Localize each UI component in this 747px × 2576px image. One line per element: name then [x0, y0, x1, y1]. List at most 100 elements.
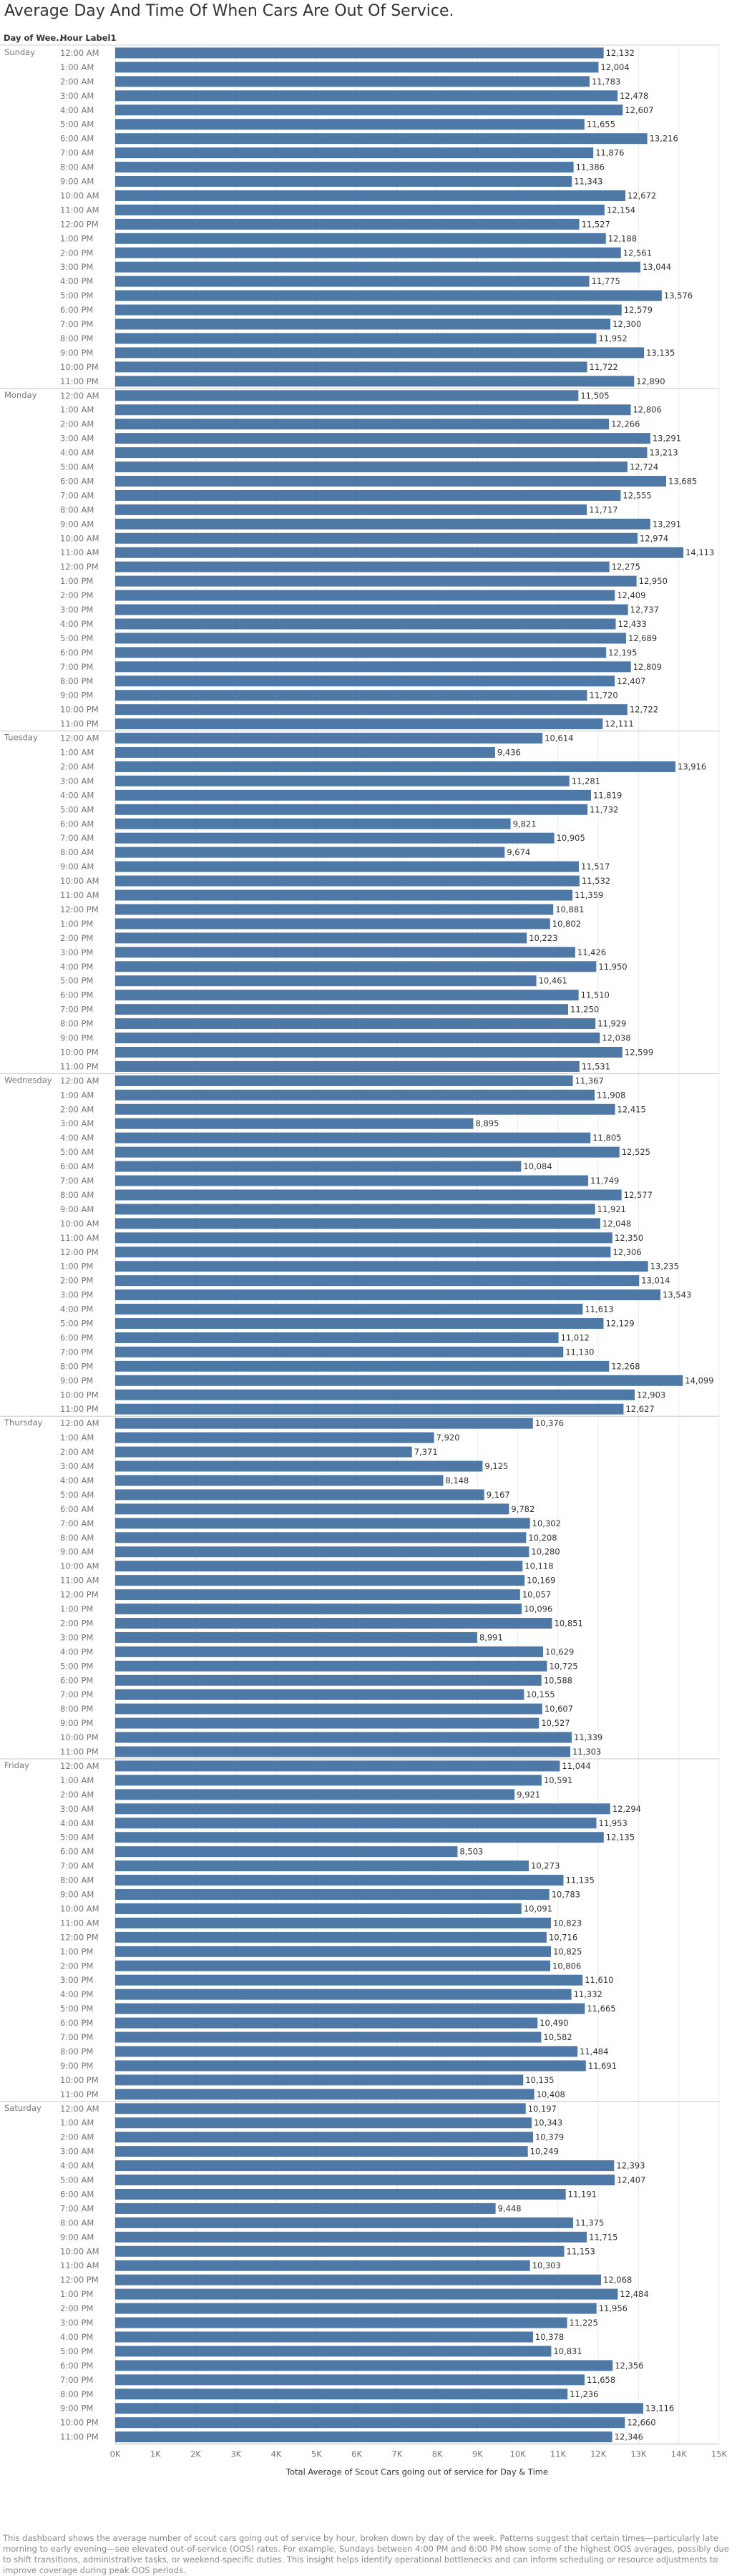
bar-monday: [115, 590, 615, 601]
hour-label: 5:00 AM: [60, 462, 94, 472]
bar-thursday: [115, 1475, 444, 1486]
bar-wednesday: [115, 1332, 559, 1343]
x-tick-label: 3K: [230, 2449, 241, 2459]
bar-value-label: 10,629: [545, 1646, 574, 1657]
bar-wednesday: [115, 1146, 620, 1158]
bar-tuesday: [115, 975, 537, 987]
hour-label: 3:00 PM: [60, 1290, 93, 1300]
bar-value-label: 10,197: [528, 2104, 557, 2114]
page-title: Average Day And Time Of When Cars Are Ou…: [4, 2, 454, 20]
bar-tuesday: [115, 832, 555, 844]
bar-wednesday: [115, 1218, 600, 1229]
bar-value-label: 10,169: [527, 1576, 555, 1586]
bar-value-label: 11,426: [577, 947, 606, 957]
bar-sunday: [115, 133, 648, 145]
bar-monday: [115, 504, 587, 515]
bar-value-label: 10,379: [535, 2132, 564, 2142]
hour-label: 9:00 AM: [60, 1547, 94, 1557]
bar-value-label: 12,561: [623, 248, 652, 258]
bar-friday: [115, 1832, 604, 1843]
bar-value-label: 12,903: [637, 1390, 665, 1400]
hour-label: 5:00 PM: [60, 976, 93, 986]
bar-value-label: 11,876: [595, 148, 624, 158]
hour-label: 8:00 AM: [60, 2218, 94, 2228]
hour-label: 6:00 PM: [60, 2361, 93, 2371]
bar-friday: [115, 2003, 585, 2014]
bar-saturday: [115, 2245, 565, 2257]
bar-sunday: [115, 261, 640, 273]
hour-label: 8:00 PM: [60, 2046, 93, 2057]
bar-saturday: [115, 2217, 574, 2228]
hour-label: 11:00 AM: [60, 205, 99, 215]
hour-label: 9:00 AM: [60, 519, 94, 529]
hour-label: 1:00 AM: [60, 62, 94, 72]
bar-thursday: [115, 1432, 434, 1443]
bar-sunday: [115, 247, 621, 258]
bar-monday: [115, 575, 637, 587]
hour-label: 6:00 PM: [60, 305, 93, 315]
hour-label: 12:00 PM: [60, 904, 99, 914]
bar-value-label: 10,881: [555, 904, 584, 914]
bar-tuesday: [115, 1046, 622, 1058]
bar-value-label: 10,096: [524, 1604, 552, 1614]
bar-thursday: [115, 1732, 572, 1743]
bar-value-label: 12,275: [612, 562, 640, 572]
bar-value-label: 9,921: [517, 1790, 540, 1800]
hour-label: 4:00 PM: [60, 276, 93, 286]
hour-label: 4:00 PM: [60, 619, 93, 629]
bar-value-label: 10,249: [530, 2147, 559, 2157]
hour-label: 4:00 AM: [60, 1133, 94, 1143]
bar-value-label: 10,155: [526, 1689, 555, 1699]
bar-value-label: 12,048: [602, 1219, 631, 1229]
hour-label: 9:00 PM: [60, 2061, 93, 2071]
day-label-friday: Friday: [4, 1760, 29, 1770]
hour-label: 8:00 AM: [60, 504, 94, 514]
bar-value-label: 12,135: [606, 1833, 635, 1843]
bar-value-label: 11,339: [574, 1732, 602, 1742]
day-label-tuesday: Tuesday: [4, 733, 38, 743]
x-tick-label: 9K: [472, 2449, 483, 2459]
bar-saturday: [115, 2360, 613, 2371]
hour-label: 7:00 PM: [60, 319, 93, 329]
bar-monday: [115, 404, 631, 416]
bar-tuesday: [115, 875, 580, 887]
bar-value-label: 11,359: [575, 890, 603, 900]
bar-value-label: 11,332: [574, 1989, 602, 1999]
bar-friday: [115, 1875, 564, 1886]
hour-label: 10:00 PM: [60, 2075, 99, 2085]
hour-label: 8:00 AM: [60, 847, 94, 857]
hour-label: 5:00 AM: [60, 119, 94, 130]
hour-label: 10:00 PM: [60, 362, 99, 372]
bar-sunday: [115, 233, 606, 244]
bar-thursday: [115, 1518, 530, 1529]
bar-value-label: 11,655: [587, 119, 615, 130]
x-tick-label: 12K: [590, 2449, 607, 2459]
bar-value-label: 11,929: [597, 1019, 626, 1029]
bar-value-label: 10,280: [531, 1547, 560, 1557]
bar-wednesday: [115, 1089, 595, 1101]
hour-label: 7:00 PM: [60, 2375, 93, 2385]
x-tick-label: 10K: [510, 2449, 527, 2459]
hour-label: 2:00 AM: [60, 1104, 94, 1114]
bar-value-label: 12,555: [622, 490, 651, 500]
bar-value-label: 8,148: [445, 1475, 469, 1485]
bar-sunday: [115, 318, 611, 330]
bar-friday: [115, 2031, 542, 2043]
bar-sunday: [115, 361, 587, 373]
bar-monday: [115, 447, 648, 459]
hour-label: 8:00 PM: [60, 1361, 93, 1371]
bar-wednesday: [115, 1289, 661, 1301]
bar-value-label: 11,658: [587, 2375, 615, 2385]
hour-label: 12:00 AM: [60, 48, 99, 58]
bar-wednesday: [115, 1204, 595, 1215]
bar-value-label: 12,268: [611, 1361, 640, 1371]
day-label-thursday: Thursday: [4, 1418, 43, 1428]
bar-thursday: [115, 1631, 477, 1643]
bar-value-label: 12,525: [622, 1147, 650, 1157]
bar-sunday: [115, 76, 590, 87]
bar-value-label: 11,375: [575, 2218, 604, 2228]
bar-sunday: [115, 147, 594, 159]
bar-thursday: [115, 1746, 570, 1757]
hour-label: 9:00 AM: [60, 1890, 94, 1900]
bar-value-label: 12,346: [615, 2432, 643, 2442]
